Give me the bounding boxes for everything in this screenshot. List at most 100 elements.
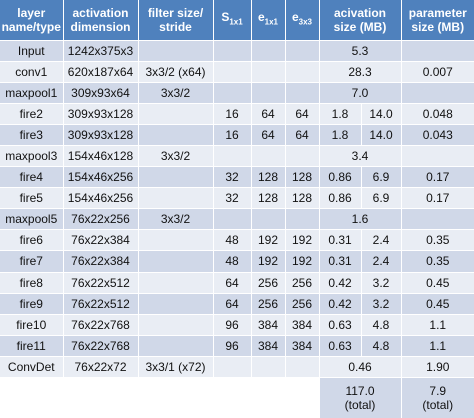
header-activation-size: acivation size (MB) bbox=[319, 0, 402, 41]
cell-e3x3 bbox=[285, 82, 320, 104]
cell-filter-size: 3x3/2 bbox=[138, 82, 214, 104]
cell-activation-size-b: 6.9 bbox=[361, 166, 402, 188]
cell-e1x1: 64 bbox=[251, 103, 286, 125]
cell-e3x3: 384 bbox=[285, 313, 320, 336]
table-row: fire6 76x22x384 48 192 192 0.31 2.4 0.35 bbox=[0, 229, 474, 251]
total-activation-value: 117.0 bbox=[345, 383, 375, 398]
cell-activation-dimension: 154x46x128 bbox=[63, 145, 139, 167]
cell-activation-dimension: 76x22x384 bbox=[63, 250, 139, 273]
cell-layer-name: maxpool5 bbox=[0, 208, 64, 230]
cell-filter-size bbox=[138, 39, 214, 62]
cell-activation-size-a: 1.8 bbox=[319, 103, 362, 125]
cell-activation-size-a: 1.8 bbox=[319, 124, 362, 146]
table-row: fire5 154x46x256 32 128 128 0.86 6.9 0.17 bbox=[0, 187, 474, 209]
cell-activation-size-b: 14.0 bbox=[361, 103, 402, 125]
empty-cell bbox=[63, 376, 139, 418]
empty-cell bbox=[138, 376, 214, 418]
cell-layer-name: maxpool3 bbox=[0, 145, 64, 167]
cell-filter-size bbox=[138, 166, 214, 188]
cell-parameter-size: 0.007 bbox=[401, 61, 474, 83]
table-body: Input 1242x375x3 5.3 conv1 620x187x64 3x3/2 (… bbox=[0, 39, 474, 418]
cell-filter-size: 3x3/1 (x72) bbox=[138, 355, 214, 378]
cell-activation-size-b: 2.4 bbox=[361, 250, 402, 273]
cell-layer-name: conv1 bbox=[0, 61, 64, 83]
table-row: maxpool1 309x93x64 3x3/2 7.0 bbox=[0, 82, 474, 104]
header-s1x1: S1x1 bbox=[213, 0, 252, 41]
cell-layer-name: Input bbox=[0, 39, 64, 62]
header-e3x3: e3x3 bbox=[285, 0, 320, 41]
table-row: fire3 309x93x128 16 64 64 1.8 14.0 0.043 bbox=[0, 124, 474, 146]
header-activation-dimension: activation dimension bbox=[63, 0, 139, 41]
table-row: fire10 76x22x768 96 384 384 0.63 4.8 1.1 bbox=[0, 313, 474, 336]
cell-e3x3 bbox=[285, 39, 320, 62]
cell-e1x1: 256 bbox=[251, 292, 286, 315]
cell-activation-dimension: 309x93x128 bbox=[63, 124, 139, 146]
cell-e1x1: 128 bbox=[251, 187, 286, 209]
cell-layer-name: fire2 bbox=[0, 103, 64, 125]
table-row: fire7 76x22x384 48 192 192 0.31 2.4 0.35 bbox=[0, 250, 474, 273]
cell-layer-name: maxpool1 bbox=[0, 82, 64, 104]
total-activation-size: 117.0 (total) bbox=[319, 376, 402, 418]
cell-activation-size-a: 0.86 bbox=[319, 187, 362, 209]
cell-e3x3: 64 bbox=[285, 124, 320, 146]
cell-layer-name: fire8 bbox=[0, 271, 64, 294]
cell-activation-dimension: 76x22x256 bbox=[63, 208, 139, 230]
empty-cell bbox=[213, 376, 252, 418]
cell-layer-name: fire5 bbox=[0, 187, 64, 209]
cell-e1x1: 64 bbox=[251, 124, 286, 146]
cell-s1x1 bbox=[213, 208, 252, 230]
cell-activation-dimension: 76x22x512 bbox=[63, 292, 139, 315]
cell-activation-size-a: 0.31 bbox=[319, 250, 362, 273]
cell-e3x3 bbox=[285, 355, 320, 378]
totals-row: 117.0 (total) 7.9 (total) bbox=[0, 376, 474, 418]
total-parameter-value: 7.9 bbox=[429, 383, 447, 398]
header-layer: layer name/type bbox=[0, 0, 64, 41]
cell-e1x1: 256 bbox=[251, 271, 286, 294]
cell-s1x1: 96 bbox=[213, 334, 252, 357]
cell-s1x1: 64 bbox=[213, 271, 252, 294]
cell-activation-size-a: 0.63 bbox=[319, 313, 362, 336]
cell-parameter-size: 0.048 bbox=[401, 103, 474, 125]
table-row: Input 1242x375x3 5.3 bbox=[0, 39, 474, 62]
cell-layer-name: ConvDet bbox=[0, 355, 64, 378]
cell-filter-size: 3x3/2 bbox=[138, 145, 214, 167]
header-e1x1: e1x1 bbox=[251, 0, 286, 41]
cell-s1x1: 32 bbox=[213, 187, 252, 209]
cell-activation-size-b: 3.2 bbox=[361, 271, 402, 294]
empty-cell bbox=[251, 376, 286, 418]
cell-activation-size-b: 6.9 bbox=[361, 187, 402, 209]
cell-activation-size-b: 2.4 bbox=[361, 229, 402, 251]
cell-s1x1 bbox=[213, 61, 252, 83]
cell-parameter-size: 1.90 bbox=[401, 355, 474, 378]
empty-cell bbox=[0, 376, 64, 418]
cell-e3x3 bbox=[285, 208, 320, 230]
cell-parameter-size: 0.45 bbox=[401, 271, 474, 294]
total-parameter-size: 7.9 (total) bbox=[401, 376, 474, 418]
cell-e1x1 bbox=[251, 145, 286, 167]
cell-e1x1 bbox=[251, 39, 286, 62]
empty-cell bbox=[285, 376, 320, 418]
cell-activation-dimension: 76x22x512 bbox=[63, 271, 139, 294]
cell-activation-size-b: 4.8 bbox=[361, 334, 402, 357]
cell-layer-name: fire9 bbox=[0, 292, 64, 315]
cell-activation-dimension: 309x93x128 bbox=[63, 103, 139, 125]
cell-filter-size bbox=[138, 103, 214, 125]
cell-s1x1: 16 bbox=[213, 124, 252, 146]
cell-filter-size: 3x3/2 bbox=[138, 208, 214, 230]
cell-filter-size bbox=[138, 271, 214, 294]
cell-filter-size bbox=[138, 250, 214, 273]
cell-activation-dimension: 76x22x768 bbox=[63, 334, 139, 357]
cell-s1x1 bbox=[213, 39, 252, 62]
cell-e3x3 bbox=[285, 145, 320, 167]
cell-e1x1: 384 bbox=[251, 313, 286, 336]
cell-e3x3 bbox=[285, 61, 320, 83]
cell-activation-dimension: 76x22x72 bbox=[63, 355, 139, 378]
total-parameter-note: (total) bbox=[422, 397, 454, 412]
table-row: maxpool5 76x22x256 3x3/2 1.6 bbox=[0, 208, 474, 230]
cell-activation-size-a: 0.63 bbox=[319, 334, 362, 357]
cell-activation-size: 3.4 bbox=[319, 145, 402, 167]
table-header: layer name/type activation dimension fil… bbox=[0, 0, 474, 41]
cell-layer-name: fire11 bbox=[0, 334, 64, 357]
